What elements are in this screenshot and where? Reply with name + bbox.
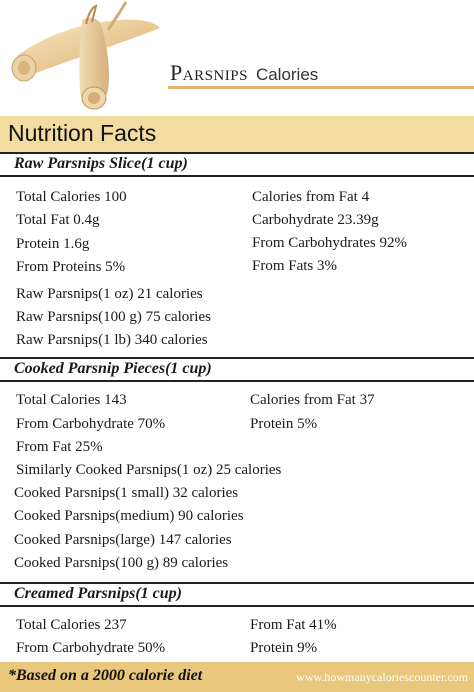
serving-line: Cooked Parsnips(1 small) 32 calories xyxy=(14,485,239,501)
serving-line: Raw Parsnips(100 g) 75 calories xyxy=(16,309,211,325)
fact-line: From Fat 25% xyxy=(16,439,103,455)
site-url[interactable]: www.howmanycaloriescounter.com xyxy=(296,670,468,684)
fact-line: Calories from Fat 37 xyxy=(250,392,375,408)
fact-line: Protein 1.6g xyxy=(16,236,90,252)
fact-line: Total Calories 143 xyxy=(16,392,127,408)
fact-line: Protein 9% xyxy=(250,640,318,656)
title-main: Parsnips xyxy=(170,60,248,85)
fact-line: From Fat 41% xyxy=(250,617,337,633)
diet-footnote: *Based on a 2000 calorie diet xyxy=(8,667,203,684)
section-heading-raw: Raw Parsnips Slice(1 cup) xyxy=(0,152,474,177)
fact-line: Total Fat 0.4g xyxy=(16,212,100,228)
serving-line: Cooked Parsnips(100 g) 89 calories xyxy=(14,555,229,571)
fact-line: Calories from Fat 4 xyxy=(252,189,370,205)
serving-line: Cooked Parsnips(medium) 90 calories xyxy=(14,508,244,524)
fact-line: From Proteins 5% xyxy=(16,259,126,275)
fact-line: From Carbohydrate 50% xyxy=(16,640,166,656)
section-heading-cooked: Cooked Parsnip Pieces(1 cup) xyxy=(0,357,474,382)
fact-line: Total Calories 100 xyxy=(16,189,127,205)
serving-line: Raw Parsnips(1 lb) 340 calories xyxy=(16,332,208,348)
fact-line: Total Calories 237 xyxy=(16,617,127,633)
section-heading-text: Raw Parsnips Slice(1 cup) xyxy=(14,155,188,172)
section-heading-text: Creamed Parsnips(1 cup) xyxy=(14,585,182,602)
page-header: Parsnips Calories xyxy=(0,0,474,116)
nutrition-facts-label: Nutrition Facts xyxy=(8,120,157,146)
title-subtitle: Calories xyxy=(255,65,319,84)
serving-line: Raw Parsnips(1 oz) 21 calories xyxy=(16,286,203,302)
serving-line: Similarly Cooked Parsnips(1 oz) 25 calor… xyxy=(16,462,282,478)
parsnip-illustration-icon xyxy=(11,1,161,110)
fact-line: Carbohydrate 23.39g xyxy=(252,212,379,228)
footer-bar: *Based on a 2000 calorie diet www.howman… xyxy=(0,662,474,692)
fact-line: From Carbohydrates 92% xyxy=(252,235,407,251)
page-title: Parsnips Calories xyxy=(170,60,318,86)
fact-line: Protein 5% xyxy=(250,416,318,432)
section-heading-text: Cooked Parsnip Pieces(1 cup) xyxy=(14,360,212,377)
nutrition-facts-bar: Nutrition Facts xyxy=(0,116,474,152)
serving-line: Cooked Parsnips(large) 147 calories xyxy=(14,532,232,548)
section-heading-creamed: Creamed Parsnips(1 cup) xyxy=(0,582,474,607)
fact-line: From Fats 3% xyxy=(252,258,338,274)
title-underline xyxy=(168,86,474,89)
fact-line: From Carbohydrate 70% xyxy=(16,416,166,432)
